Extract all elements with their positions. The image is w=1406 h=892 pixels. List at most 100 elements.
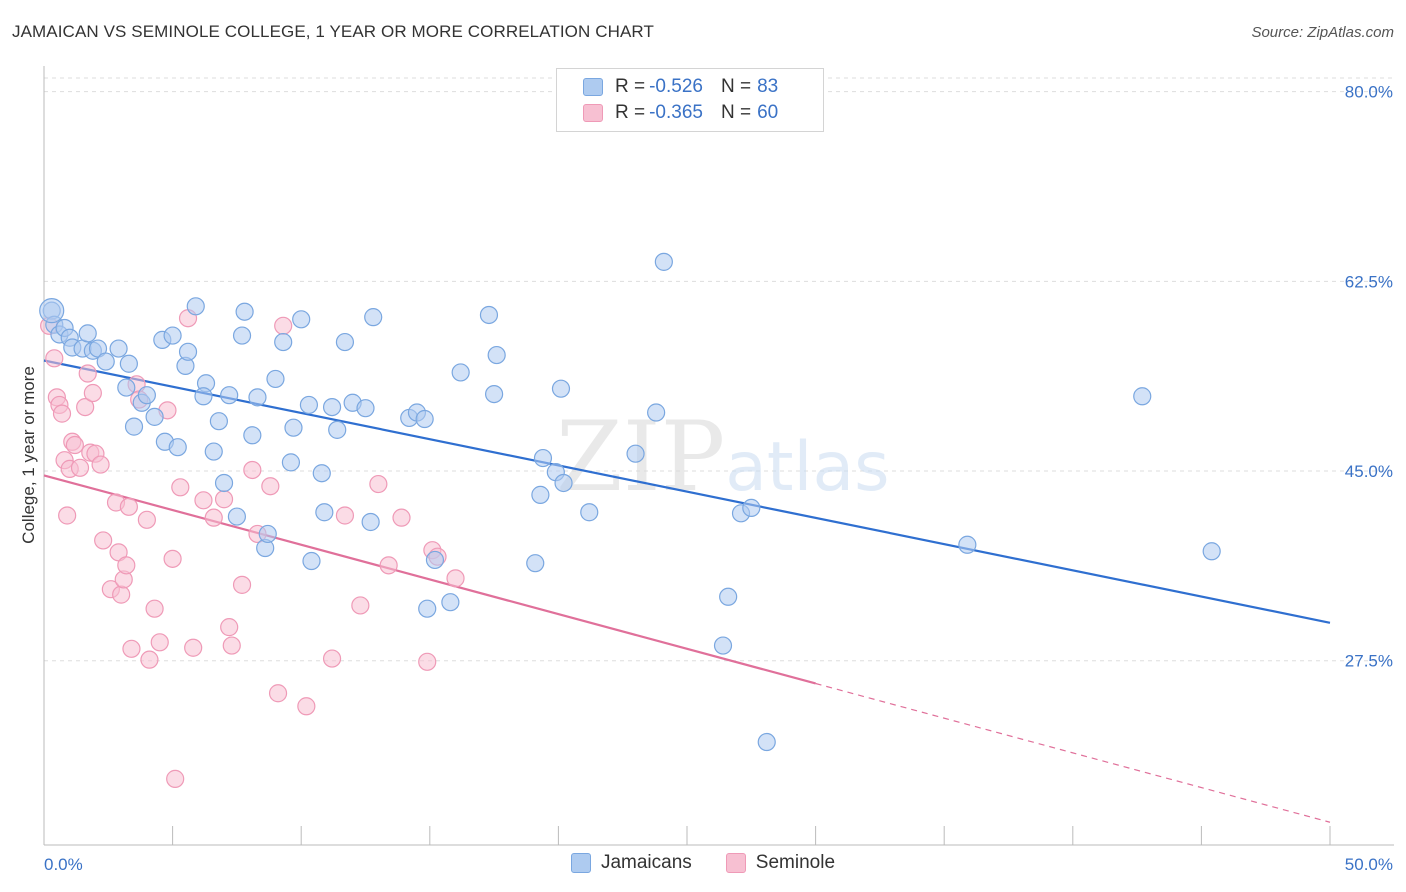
jamaicans-point: [1133, 387, 1152, 406]
seminole-point: [369, 474, 388, 494]
seminole-point: [112, 585, 131, 604]
gridlines: [44, 77, 1394, 662]
seminole-point: [335, 506, 355, 525]
seminole-point: [150, 633, 169, 652]
seminole-point: [418, 652, 437, 671]
jamaicans-point: [78, 324, 97, 343]
seminole-point: [392, 508, 411, 527]
jamaicans-point: [186, 297, 205, 316]
r-value: -0.365: [649, 102, 703, 123]
series-legend: Jamaicans Seminole: [0, 852, 1406, 874]
r-label: R =: [615, 76, 646, 97]
seminole-point: [45, 349, 64, 368]
jamaicans-point: [551, 379, 571, 398]
seminole-point: [184, 638, 203, 657]
seminole-point: [58, 506, 77, 525]
seminole-point: [297, 697, 316, 716]
seminole-point: [70, 458, 90, 477]
jamaicans-point: [533, 448, 553, 468]
jamaicans-point: [281, 453, 301, 472]
jamaicans-point: [479, 305, 499, 325]
jamaicans-point: [757, 732, 776, 752]
jamaicans-point: [335, 332, 355, 352]
seminole-point: [166, 769, 185, 788]
jamaicans-point: [266, 369, 285, 389]
seminole-point: [83, 383, 102, 403]
source-label: Source: ZipAtlas.com: [1251, 24, 1394, 41]
jamaicans-point: [654, 252, 673, 271]
jamaicans-swatch: [583, 78, 603, 96]
jamaicans-point: [328, 420, 347, 439]
seminole-trend-line: [43, 474, 816, 685]
y-tick-label-1: 45.0%: [1345, 462, 1393, 481]
jamaicans-point: [220, 386, 239, 405]
jamaicans-point: [248, 388, 267, 407]
jamaicans-point: [299, 395, 319, 415]
jamaicans-point: [312, 464, 331, 483]
r-label: R =: [615, 102, 646, 123]
seminole-point: [232, 575, 252, 594]
jamaicans-point: [124, 417, 144, 436]
stats-legend: R = -0.526 N = 83 R = -0.365 N = 60: [556, 68, 824, 132]
jamaicans-point: [580, 503, 599, 522]
jamaicans-point: [209, 412, 228, 431]
jamaicans-point: [418, 599, 437, 618]
seminole-point: [351, 596, 370, 615]
seminole-point: [137, 510, 156, 529]
seminole-point: [94, 531, 113, 550]
jamaicans-point: [958, 535, 977, 554]
jamaicans-point: [168, 438, 187, 457]
jamaicans-point: [302, 551, 321, 571]
jamaicans-point: [526, 554, 545, 573]
jamaicans-point: [145, 407, 164, 426]
seminole-point: [76, 397, 95, 417]
legend-item-jamaicans: Jamaicans: [570, 852, 692, 874]
n-label: N =: [720, 76, 752, 97]
seminole-point: [243, 460, 262, 480]
seminole-point: [222, 636, 241, 655]
watermark-atlas-part: atlas: [725, 428, 889, 507]
jamaicans-legend-label: Jamaicans: [600, 852, 692, 873]
legend-row-seminole: R = -0.365 N = 60: [583, 100, 778, 126]
legend-row-jamaicans: R = -0.526 N = 83: [583, 74, 778, 100]
jamaicans-point: [284, 418, 303, 437]
x-tick-label-max: 50.0%: [1345, 855, 1393, 874]
n-value: 83: [757, 76, 779, 97]
seminole-point: [122, 639, 141, 658]
jamaicans-point: [626, 444, 645, 463]
jamaicans-point: [554, 473, 573, 493]
chart-title: JAMAICAN VS SEMINOLE COLLEGE, 1 YEAR OR …: [12, 22, 654, 41]
watermark: ZIPatlas: [556, 401, 890, 513]
seminole-point: [65, 435, 84, 455]
y-axis-label: College, 1 year or more: [19, 366, 38, 544]
jamaicans-point: [356, 399, 375, 418]
jamaicans-point: [232, 326, 252, 345]
jamaicans-point: [531, 485, 550, 504]
seminole-point: [220, 618, 239, 637]
jamaicans-point: [451, 363, 470, 382]
jamaicans-point: [109, 339, 128, 358]
x-tick-label-min: 0.0%: [44, 855, 83, 874]
n-value: 60: [757, 102, 779, 123]
jamaicans-point: [425, 550, 445, 570]
y-tick-label-2: 62.5%: [1345, 272, 1393, 291]
seminole-point: [446, 569, 465, 588]
jamaicans-point: [315, 503, 334, 522]
jamaicans-point: [441, 593, 460, 612]
seminole-point: [268, 684, 288, 703]
jamaicans-point-large: [39, 298, 65, 324]
seminole-point: [261, 477, 280, 496]
jamaicans-legend-swatch: [570, 853, 591, 873]
jamaicans-point: [361, 512, 380, 532]
jamaicans-point: [119, 354, 138, 373]
seminole-trend-extension: [815, 682, 1331, 823]
jamaicans-point: [204, 442, 223, 461]
jamaicans-point: [137, 386, 156, 405]
jamaicans-point: [719, 587, 738, 606]
seminole-point: [145, 599, 164, 618]
jamaicans-point: [415, 409, 434, 429]
jamaicans-point: [713, 636, 733, 655]
data-points: [39, 252, 1221, 788]
seminole-point: [78, 364, 97, 383]
watermark-zip: ZIPatlas: [556, 401, 890, 513]
